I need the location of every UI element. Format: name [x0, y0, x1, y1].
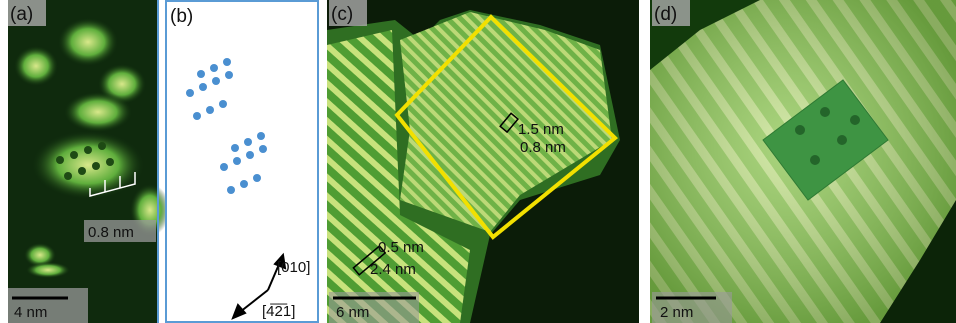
- direction-label: [010]: [277, 259, 310, 276]
- panel-c: 1.5 nm 0.8 nm 0.5 nm 2.4 nm 6 nm (c): [327, 0, 639, 323]
- scale-label: 2 nm: [660, 304, 693, 321]
- panel-label: (a): [10, 4, 33, 25]
- blob: [26, 262, 70, 278]
- panel-label: (b): [170, 6, 193, 27]
- scale-label: 6 nm: [336, 304, 369, 321]
- annotation: 1.5 nm: [518, 121, 564, 138]
- figure: 0.8 nm 4 nm (a) (b) [010] [4̅2̅1]: [0, 0, 956, 323]
- panel-b: (b) [010] [4̅2̅1]: [166, 1, 318, 322]
- blob: [32, 131, 144, 199]
- annotation: 0.8 nm: [88, 224, 134, 241]
- panel-d: 2 nm (d): [650, 0, 956, 323]
- panel-a: 0.8 nm 4 nm (a): [8, 0, 170, 323]
- panel-label: (d): [654, 4, 677, 25]
- panel-label: (c): [331, 4, 353, 25]
- blob: [58, 18, 118, 66]
- direction-label: [4̅2̅1]: [262, 303, 295, 320]
- annotation: 0.8 nm: [520, 139, 566, 156]
- blob: [64, 92, 132, 132]
- annotation: 0.5 nm: [378, 239, 424, 256]
- annotation: 2.4 nm: [370, 261, 416, 278]
- blob: [14, 46, 58, 86]
- scale-label: 4 nm: [14, 304, 47, 321]
